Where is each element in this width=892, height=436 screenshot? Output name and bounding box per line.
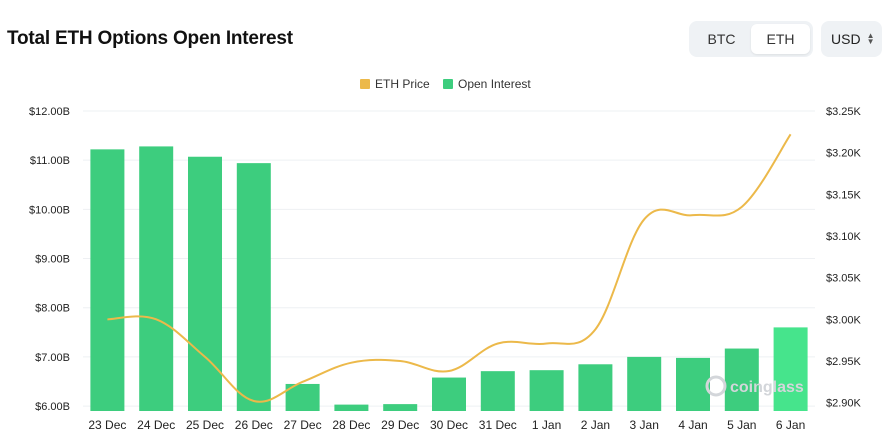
right-axis-tick-label: $3.20K [826,148,862,160]
chevron-up-down-icon: ▲ ▼ [866,31,875,46]
left-axis-tick-label: $6.00B [35,401,70,413]
left-axis-tick-label: $8.00B [35,303,70,315]
x-axis-tick-label: 3 Jan [630,418,659,432]
bar[interactable] [773,327,808,411]
right-axis-tick-label: $3.15K [826,189,862,201]
x-axis-tick-label: 2 Jan [581,418,610,432]
eth-button[interactable]: ETH [751,24,810,54]
page-title: Total ETH Options Open Interest [7,28,293,49]
left-axis-tick-label: $10.00B [29,204,70,216]
legend: ETH Price Open Interest [360,77,531,91]
bar[interactable] [529,370,564,411]
bar[interactable] [188,156,222,411]
bar[interactable] [139,146,174,411]
bar[interactable] [724,348,759,411]
bar[interactable] [676,357,710,411]
x-axis-tick-label: 31 Dec [479,418,517,432]
left-axis-tick-label: $7.00B [35,352,70,364]
legend-label[interactable]: ETH Price [375,77,430,91]
x-axis-tick-label: 25 Dec [186,418,224,432]
watermark-logo [705,375,727,397]
x-axis-tick-label: 29 Dec [381,418,419,432]
x-axis-tick-label: 5 Jan [727,418,756,432]
bar[interactable] [383,404,418,411]
x-axis-tick-label: 28 Dec [332,418,370,432]
x-axis-tick-label: 30 Dec [430,418,468,432]
left-axis-tick-label: $9.00B [35,254,70,266]
btc-button[interactable]: BTC [707,31,736,47]
x-axis-tick-label: 26 Dec [235,418,273,432]
left-axis: $6.00B $7.00B $8.00B $9.00B $10.00B $11.00B $1… [29,106,70,413]
right-axis-tick-label: $3.10K [826,231,862,243]
right-axis-tick-label: $3.00K [826,314,862,326]
bar[interactable] [578,364,613,411]
legend-label[interactable]: Open Interest [458,77,531,91]
bar[interactable] [627,356,662,411]
right-axis-tick-label: $3.05K [826,273,862,285]
line-series [107,133,792,403]
bar[interactable] [334,404,369,411]
right-axis-tick-label: $2.95K [826,356,862,368]
x-axis-tick-label: 1 Jan [532,418,561,432]
x-axis-tick-label: 27 Dec [284,418,322,432]
x-axis-tick-label: 6 Jan [776,418,805,432]
x-axis-tick-label: 4 Jan [678,418,707,432]
asset-toggle: BTC ETH [689,21,813,57]
x-axis: 23 Dec 24 Dec 25 Dec 26 Dec 27 Dec 28 Dec 29 D… [88,418,805,432]
bar[interactable] [432,377,466,411]
left-axis-tick-label: $12.00B [29,106,70,118]
bar[interactable] [236,163,271,411]
bar-series [90,146,808,411]
bar[interactable] [480,371,515,411]
legend-swatch [360,79,370,89]
right-axis: $2.90K $2.95K $3.00K $3.05K $3.10K $3.15K $3.2… [826,106,862,410]
eth-price-line[interactable] [107,133,792,403]
right-axis-tick-label: $2.90K [826,398,862,410]
left-axis-tick-label: $11.00B [30,155,70,167]
legend-swatch [443,79,453,89]
x-axis-tick-label: 24 Dec [137,418,175,432]
bar[interactable] [90,149,125,411]
right-axis-tick-label: $3.25K [826,106,862,118]
currency-select[interactable]: USD ▲ ▼ [821,21,882,57]
watermark: coinglass [705,375,804,397]
x-axis-tick-label: 23 Dec [88,418,126,432]
watermark-text: coinglass [730,379,804,396]
currency-value: USD [831,31,861,47]
